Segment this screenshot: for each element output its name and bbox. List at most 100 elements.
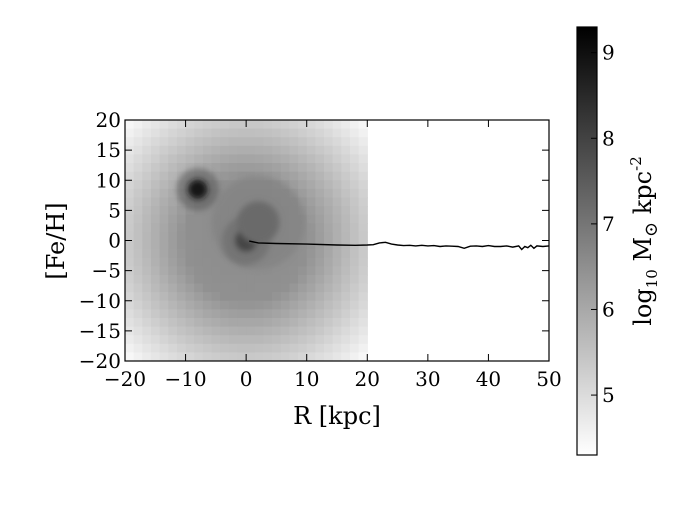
heatmap-cell bbox=[133, 145, 143, 156]
heatmap-cell bbox=[332, 352, 342, 361]
heatmap-cell bbox=[150, 145, 161, 156]
heatmap-cell bbox=[125, 317, 135, 328]
heatmap-cell bbox=[298, 128, 308, 138]
heatmap-cell bbox=[159, 249, 169, 259]
heatmap-cell bbox=[133, 283, 143, 293]
heatmap-cell bbox=[168, 343, 178, 353]
heatmap-cell bbox=[176, 317, 187, 328]
heatmap-cell bbox=[228, 343, 239, 353]
heatmap-cell bbox=[289, 128, 299, 138]
heatmap-cell bbox=[298, 317, 308, 328]
heatmap-cell bbox=[185, 343, 195, 353]
colorbar-tick-label: 9 bbox=[602, 41, 615, 65]
heatmap-cell bbox=[176, 309, 187, 319]
heatmap-cell bbox=[332, 300, 342, 310]
heatmap-cell bbox=[254, 326, 265, 336]
heatmap-cell bbox=[159, 171, 169, 181]
heatmap-cell bbox=[315, 343, 325, 353]
heatmap-cell bbox=[315, 292, 325, 302]
heatmap-cell bbox=[142, 231, 152, 242]
heatmap-cell bbox=[254, 266, 265, 276]
heatmap-cell bbox=[142, 352, 152, 361]
heatmap-cell bbox=[125, 283, 135, 293]
heatmap-cell bbox=[142, 214, 152, 224]
heatmap-cell bbox=[324, 128, 334, 138]
x-tick-label: 50 bbox=[536, 367, 561, 391]
heatmap-cell bbox=[272, 300, 282, 310]
heatmap-cell bbox=[150, 266, 161, 276]
heatmap-cell bbox=[254, 163, 265, 173]
colorbar-tick-label: 5 bbox=[602, 383, 615, 407]
heatmap-cell bbox=[142, 180, 152, 190]
heatmap-blob bbox=[237, 201, 280, 244]
heatmap-cell bbox=[228, 171, 239, 181]
heatmap-cell bbox=[289, 145, 299, 156]
heatmap-cell bbox=[125, 257, 135, 267]
heatmap-cell bbox=[133, 292, 143, 302]
heatmap-cell bbox=[150, 171, 161, 181]
heatmap-cell bbox=[228, 300, 239, 310]
heatmap-cell bbox=[125, 180, 135, 190]
heatmap-cell bbox=[298, 180, 308, 190]
heatmap-cell bbox=[168, 283, 178, 293]
heatmap-cell bbox=[168, 249, 178, 259]
heatmap-cell bbox=[150, 223, 161, 233]
heatmap-cell bbox=[125, 249, 135, 259]
heatmap-cell bbox=[133, 214, 143, 224]
heatmap-cell bbox=[220, 266, 230, 276]
heatmap-cell bbox=[280, 257, 291, 267]
heatmap-cell bbox=[298, 343, 308, 353]
heatmap-cell bbox=[306, 249, 316, 259]
heatmap-cell bbox=[358, 309, 368, 319]
heatmap-cell bbox=[306, 214, 316, 224]
heatmap-cell bbox=[133, 206, 143, 216]
heatmap-cell bbox=[194, 154, 204, 164]
heatmap-cell bbox=[349, 249, 360, 259]
heatmap-cell bbox=[168, 154, 178, 164]
heatmap-cell bbox=[358, 154, 368, 164]
heatmap-cell bbox=[349, 300, 360, 310]
heatmap-cell bbox=[263, 128, 273, 138]
heatmap-cell bbox=[246, 309, 256, 319]
heatmap-cell bbox=[142, 240, 152, 250]
heatmap-cell bbox=[237, 335, 247, 345]
heatmap-cell bbox=[358, 197, 368, 207]
heatmap-cell bbox=[168, 206, 178, 216]
y-tick-label: −5 bbox=[92, 259, 121, 283]
heatmap-cell bbox=[306, 120, 316, 130]
heatmap-cell bbox=[324, 283, 334, 293]
heatmap-cell bbox=[150, 274, 161, 285]
heatmap-cell bbox=[341, 223, 351, 233]
heatmap-cell bbox=[237, 274, 247, 285]
heatmap-cell bbox=[150, 326, 161, 336]
heatmap-cell bbox=[150, 352, 161, 361]
heatmap-cell bbox=[168, 188, 178, 199]
heatmap-cell bbox=[280, 283, 291, 293]
heatmap-cell bbox=[324, 335, 334, 345]
heatmap-cell bbox=[150, 180, 161, 190]
heatmap-cell bbox=[159, 188, 169, 199]
heatmap-cell bbox=[324, 180, 334, 190]
heatmap-cell bbox=[358, 120, 368, 130]
heatmap-cell bbox=[246, 145, 256, 156]
heatmap-cell bbox=[125, 163, 135, 173]
heatmap-cell bbox=[237, 145, 247, 156]
heatmap-cell bbox=[272, 292, 282, 302]
heatmap-cell bbox=[133, 171, 143, 181]
heatmap-cell bbox=[315, 163, 325, 173]
y-axis-label: [Fe/H] bbox=[42, 202, 70, 279]
heatmap-cell bbox=[202, 120, 213, 130]
heatmap-cell bbox=[150, 206, 161, 216]
heatmap-cell bbox=[159, 120, 169, 130]
heatmap-cell bbox=[341, 128, 351, 138]
heatmap-cell bbox=[324, 317, 334, 328]
heatmap-cell bbox=[133, 335, 143, 345]
x-tick-label: 40 bbox=[476, 367, 501, 391]
heatmap-cell bbox=[133, 309, 143, 319]
heatmap-cell bbox=[194, 214, 204, 224]
heatmap-cell bbox=[298, 300, 308, 310]
heatmap-cell bbox=[185, 223, 195, 233]
heatmap-cell bbox=[289, 317, 299, 328]
heatmap-cell bbox=[349, 128, 360, 138]
heatmap-cell bbox=[133, 163, 143, 173]
